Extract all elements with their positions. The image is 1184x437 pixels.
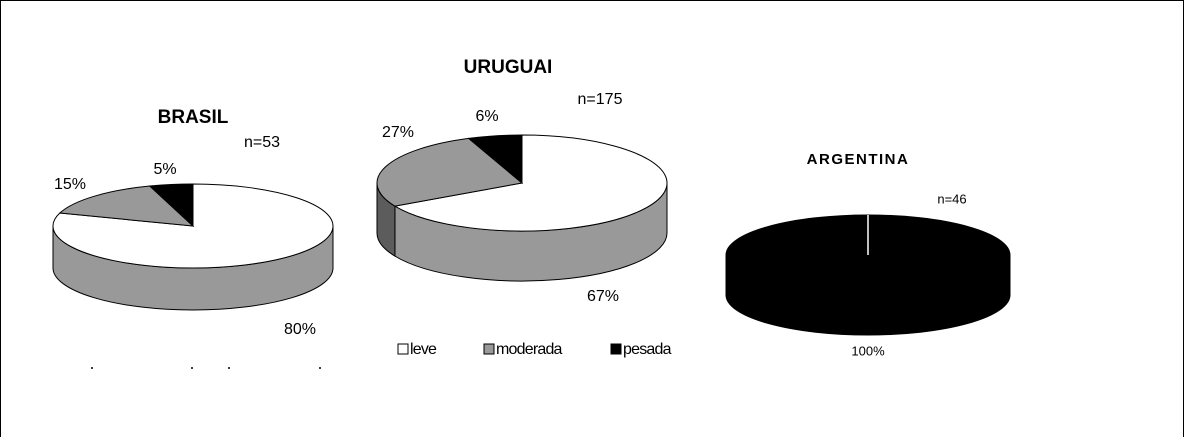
slice [58,185,195,227]
legend-swatch [483,343,495,355]
legend-label: moderada [496,341,563,358]
dot [319,367,321,369]
pie-title: BRASIL [158,107,229,128]
dot [91,367,93,369]
data-label: 5% [153,161,176,178]
dot [191,367,193,369]
slice [148,183,194,228]
sample-size: n=175 [578,91,623,108]
slice [376,137,524,207]
slice [467,134,523,185]
sample-size: n=46 [937,191,966,206]
pie-title: ARGENTINA [807,151,910,168]
sample-size: n=53 [244,134,280,151]
legend-swatch [610,343,622,355]
data-label: 80% [284,321,316,338]
data-label: 27% [382,124,414,141]
data-label: 6% [475,108,498,125]
legend-label: leve [410,341,437,358]
data-label: 100% [851,343,885,358]
legend-swatch [397,343,409,355]
pie-title: URUGUAI [464,57,553,78]
legend-label: pesada [623,341,672,358]
dot [228,367,230,369]
data-label: 67% [587,288,619,305]
data-label: 15% [54,176,86,193]
slice [393,134,668,232]
